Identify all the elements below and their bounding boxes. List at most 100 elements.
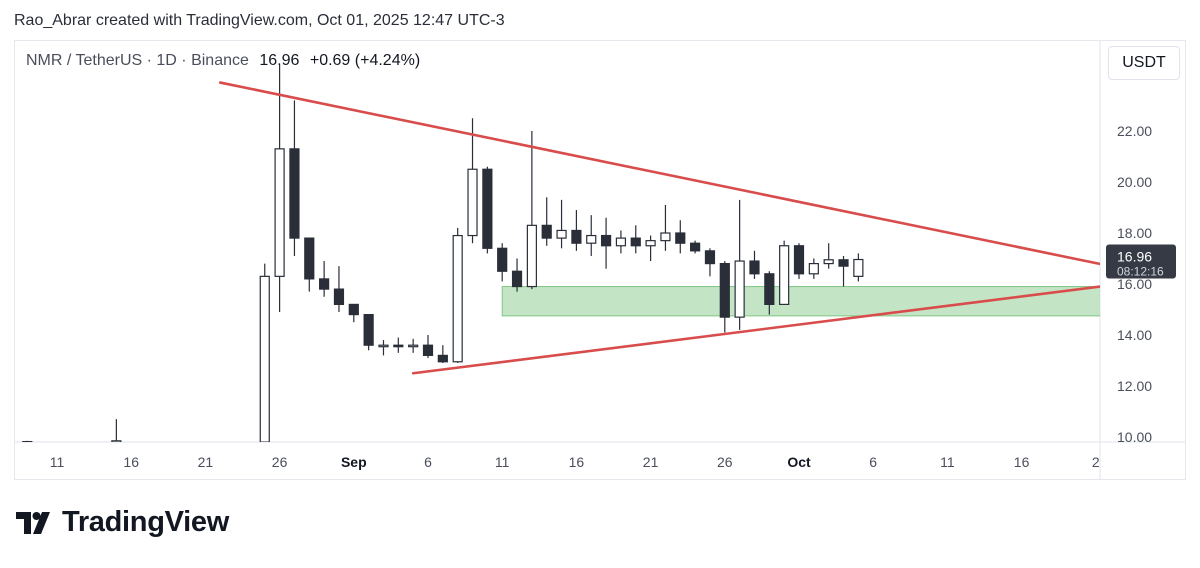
x-tick-label: 21 [198, 454, 214, 470]
candle [378, 340, 389, 356]
candle [690, 240, 701, 254]
candle [823, 243, 834, 269]
candle [111, 419, 122, 442]
chart-frame [14, 40, 1186, 480]
candle [422, 335, 434, 358]
candle-body [645, 240, 656, 247]
x-tick-label: 16 [123, 454, 139, 470]
last-price-label: 16.96 [1117, 249, 1152, 265]
candle-body [274, 148, 285, 277]
candle-body [793, 245, 805, 275]
x-tick-label: Sep [341, 454, 367, 470]
candle [304, 237, 315, 292]
candle [764, 271, 775, 315]
tradingview-logo: TradingView [16, 506, 229, 539]
candle-body [838, 259, 849, 267]
symbol-header: NMR / TetherUS · 1D · Binance 16.96 +0.6… [26, 52, 420, 70]
candle [482, 166, 493, 254]
y-tick-label: 22.00 [1117, 123, 1152, 139]
candle [467, 118, 478, 244]
candle [348, 303, 359, 323]
candle-body [675, 232, 686, 244]
candle [779, 240, 790, 306]
candle-body [348, 303, 359, 316]
y-tick-label: 10.00 [1117, 429, 1152, 445]
candle [556, 199, 567, 249]
candle-body [452, 234, 463, 363]
candle [22, 440, 33, 442]
candle-body [422, 344, 434, 357]
candle-body [734, 260, 745, 318]
y-tick-label: 14.00 [1117, 327, 1152, 343]
candle-body [22, 440, 33, 442]
candle-body [304, 237, 315, 280]
x-tick-label: 26 [272, 454, 288, 470]
candle [808, 258, 819, 279]
symbol-label[interactable]: NMR / TetherUS · 1D · Binance [26, 52, 249, 69]
x-tick-label: 26 [717, 454, 733, 470]
bar-countdown-label: 08:12:16 [1117, 265, 1164, 279]
candle-body [437, 354, 448, 363]
candle-body [764, 273, 775, 305]
candle [319, 261, 330, 297]
upper-trendline [218, 81, 1100, 266]
x-tick-label: Oct [787, 454, 811, 470]
candle-body [482, 168, 493, 249]
candle [615, 230, 627, 254]
candle-body [408, 344, 419, 348]
candle [393, 337, 404, 353]
last-price-label-bg [1106, 244, 1176, 279]
candle-body [259, 275, 270, 442]
candle-body [660, 232, 671, 242]
candle [853, 253, 864, 282]
candle [437, 345, 448, 364]
candle-body [690, 242, 701, 252]
candle [363, 314, 374, 351]
price-change: +0.69 (+4.24%) [309, 52, 421, 69]
candle [289, 100, 300, 256]
candle-body [615, 237, 627, 247]
candle [704, 248, 716, 277]
candle [274, 64, 285, 313]
y-tick-label: 16.00 [1117, 276, 1152, 292]
candle-body [586, 234, 597, 244]
candle-body [497, 247, 508, 272]
candle-body [704, 250, 716, 265]
candle [734, 199, 745, 330]
attribution-text: Rao_Abrar created with TradingView.com, … [14, 12, 505, 29]
support-zone [501, 286, 1100, 317]
candle-body [571, 229, 582, 244]
x-tick-label: 6 [869, 454, 877, 470]
candle [838, 255, 849, 287]
candle [408, 338, 419, 353]
candle-body [823, 259, 834, 265]
candle [333, 266, 345, 313]
x-tick-label: 11 [495, 454, 510, 470]
candle [660, 204, 671, 251]
candle-body [600, 234, 612, 247]
lower-trendline [411, 285, 1100, 375]
candle-body [333, 288, 345, 306]
candle [497, 243, 508, 282]
candle [600, 217, 612, 269]
candle-body [467, 168, 478, 237]
last-price: 16.96 [259, 52, 300, 69]
y-tick-label: 20.00 [1117, 174, 1152, 190]
candle [645, 235, 656, 262]
x-tick-label: 2 [1092, 454, 1100, 470]
candle [541, 197, 552, 246]
candle-body [511, 270, 523, 288]
x-tick-label: 16 [1014, 454, 1030, 470]
candle [793, 243, 805, 279]
x-tick-label: 11 [940, 454, 955, 470]
currency-unit-button[interactable]: USDT [1108, 46, 1180, 80]
candle [586, 215, 597, 256]
candle-body [749, 260, 760, 275]
candle-body [719, 263, 730, 318]
candle-body [630, 237, 641, 247]
tradingview-logo-text: TradingView [62, 506, 229, 538]
candle-body [378, 344, 389, 348]
candle-body [526, 224, 537, 288]
candle-body [541, 224, 552, 239]
